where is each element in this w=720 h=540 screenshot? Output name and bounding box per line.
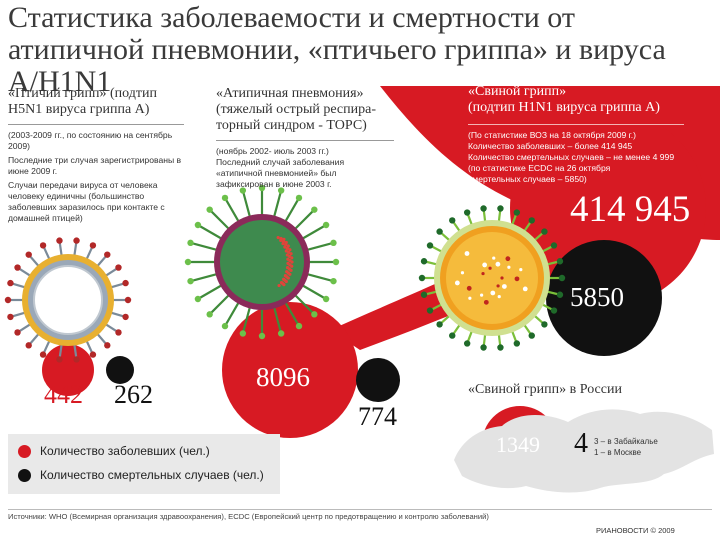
- sars-deaths-bubble: [356, 358, 400, 402]
- russia-map-silhouette: [454, 409, 714, 493]
- swine-flu-note: смертельных случаев – 5850): [468, 174, 587, 184]
- swine-flu-cases-bubble: [510, 110, 706, 306]
- russia-deaths-label: 4: [574, 428, 588, 459]
- russia-deaths-note: 3 – в Забайкалье: [594, 437, 658, 446]
- sars-cases-label: 8096: [256, 362, 310, 392]
- russia-cases-label: 1349: [496, 432, 540, 457]
- divider: [8, 124, 184, 125]
- page-title: Статистика заболеваемости и смертности о…: [8, 1, 666, 98]
- bird-flu-title-line1: «Птичий грипп» (подтип: [8, 86, 157, 101]
- sources-note: Источники: WHO (Всемирная организация зд…: [8, 512, 489, 521]
- bird-flu-cases-label: 442: [44, 380, 83, 409]
- bird-flu-note: Последние три случая зарегистрированы в …: [8, 155, 182, 176]
- swine-flu-deaths-bubble: [546, 240, 662, 356]
- divider: [468, 124, 684, 125]
- bird-flu-virus-illustration: [4, 237, 132, 363]
- swine-flu-note: Количество заболевших – более 414 945: [468, 141, 633, 151]
- bird-flu-deaths-bubble: [106, 356, 134, 384]
- sars-virus-illustration: [184, 184, 340, 340]
- swine-flu-section: «Свиной грипп» (подтип H1N1 вируса грипп…: [468, 84, 708, 185]
- swine-flu-deaths-label: 5850: [570, 282, 624, 312]
- swine-flu-note: (По статистике ВОЗ на 18 октября 2009 г.…: [468, 130, 637, 140]
- bird-flu-note: Случаи передачи вируса от человека челов…: [8, 180, 165, 223]
- bird-flu-title-line2: H5N1 вируса гриппа А): [8, 102, 150, 117]
- divider: [216, 140, 394, 141]
- bird-flu-cases-bubble: [42, 344, 94, 396]
- swine-flu-title-line1: «Свиной грипп»: [468, 84, 567, 99]
- sars-note: Последний случай заболевания «атипичной …: [216, 157, 345, 189]
- legend-deaths-label: Количество смертельных случаев (чел.): [40, 468, 264, 482]
- russia-title: «Свиной грипп» в России: [468, 382, 622, 397]
- legend-cases-label: Количество заболевших (чел.): [40, 444, 210, 458]
- sars-title-line2: (тяжелый острый респира-: [216, 102, 377, 117]
- legend-deaths-swatch: [18, 469, 31, 482]
- sars-note: (ноябрь 2002- июль 2003 гг.): [216, 146, 329, 156]
- swine-flu-note: (по статистике ECDC на 26 октября: [468, 163, 611, 173]
- swine-flu-cases-label: 414 945: [570, 189, 691, 230]
- sars-section: «Атипичная пневмония» (тяжелый острый ре…: [216, 86, 394, 190]
- sars-title-line1: «Атипичная пневмония»: [216, 86, 364, 101]
- sars-title-line3: торный синдром - ТОРС): [216, 118, 367, 133]
- sars-deaths-label: 774: [358, 402, 397, 431]
- bird-flu-deaths-label: 262: [114, 380, 153, 409]
- bird-flu-note: (2003-2009 гг., по состоянию на сентябрь…: [8, 130, 173, 151]
- copyright: РИАНОВОСТИ © 2009: [596, 526, 675, 535]
- footer-divider: [8, 509, 712, 510]
- legend-cases-swatch: [18, 445, 31, 458]
- legend: Количество заболевших (чел.) Количество …: [8, 434, 280, 494]
- swine-flu-virus-illustration: [418, 205, 566, 351]
- russia-deaths-breakdown: 3 – в Забайкалье 1 – в Москве: [594, 436, 658, 458]
- swine-flu-title-line2: (подтип H1N1 вируса гриппа А): [468, 100, 660, 115]
- russia-deaths-note: 1 – в Москве: [594, 448, 642, 457]
- swine-flu-note: Количество смертельных случаев – не мене…: [468, 152, 675, 162]
- bird-flu-section: «Птичий грипп» (подтип H5N1 вируса грипп…: [8, 86, 184, 224]
- sars-cases-bubble: [222, 302, 358, 438]
